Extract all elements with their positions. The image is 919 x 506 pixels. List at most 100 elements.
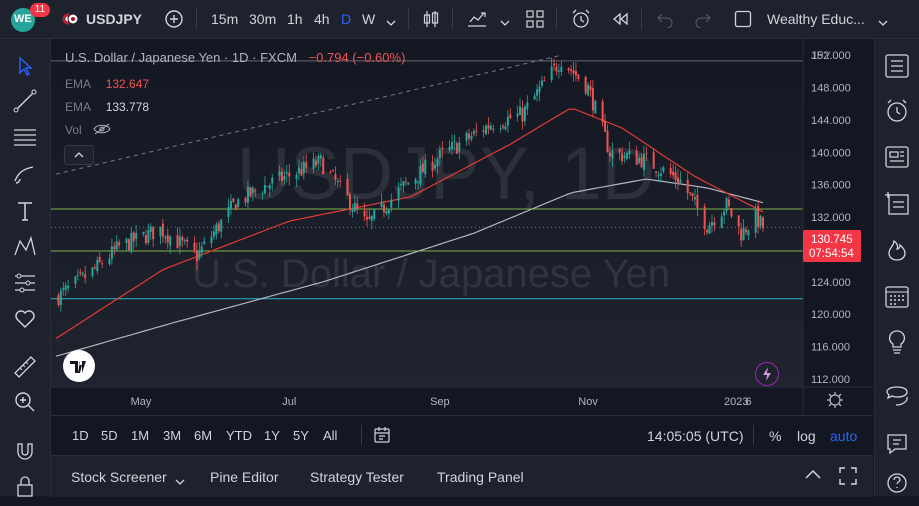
help-icon[interactable]	[882, 468, 912, 498]
layout-name[interactable]: Wealthy Educ...	[767, 11, 865, 27]
legend-collapse-button[interactable]	[64, 145, 94, 165]
streams-icon[interactable]	[882, 429, 912, 459]
brush-icon[interactable]	[10, 159, 40, 189]
ideas-lightbulb-icon[interactable]	[882, 327, 912, 357]
replay-icon[interactable]	[610, 9, 630, 34]
fib-lines-icon[interactable]	[10, 122, 40, 152]
notification-badge[interactable]: 11	[30, 3, 50, 17]
axis-currency[interactable]: JPY	[811, 50, 832, 62]
zoom-in-icon[interactable]	[10, 387, 40, 417]
timeframe-d[interactable]: D	[341, 11, 352, 27]
tab-pine-editor[interactable]: Pine Editor	[210, 469, 279, 485]
tab-stock-screener[interactable]: Stock Screener	[71, 469, 167, 485]
eye-hidden-icon[interactable]	[93, 123, 111, 135]
range-all[interactable]: All	[323, 428, 338, 443]
layout-chevron-down-icon[interactable]	[878, 14, 888, 32]
undo-icon[interactable]	[656, 10, 674, 33]
candle-13	[98, 252, 101, 264]
panel-expand-chevron-up-icon[interactable]	[803, 468, 823, 487]
candle-187	[691, 192, 694, 202]
tab-trading-panel[interactable]: Trading Panel	[437, 469, 524, 485]
symbol-search[interactable]: USDJPY	[86, 11, 143, 27]
percent-scale-toggle[interactable]: %	[769, 428, 782, 444]
candles-icon[interactable]	[421, 9, 441, 34]
lock-drawings-icon[interactable]	[10, 471, 40, 501]
auto-scale-toggle[interactable]: auto	[830, 428, 858, 444]
price-tick-8: 120.000	[811, 309, 851, 321]
range-5d[interactable]: 5D	[101, 428, 118, 443]
ruler-icon[interactable]	[10, 352, 40, 382]
favorites-heart-icon[interactable]	[10, 303, 40, 333]
calendar-icon[interactable]	[882, 281, 912, 311]
flash-purple-button[interactable]	[755, 362, 779, 386]
timeframe-4h[interactable]: 4h	[314, 11, 330, 27]
add-note-icon[interactable]	[882, 188, 912, 218]
screener-chevron-down-icon[interactable]	[175, 473, 185, 491]
range-6m[interactable]: 6M	[194, 428, 213, 443]
timeframe-w[interactable]: W	[362, 11, 376, 27]
compare-add-icon[interactable]	[164, 9, 184, 34]
legend-volume[interactable]: Vol	[65, 123, 111, 137]
range-5y[interactable]: 5Y	[293, 428, 309, 443]
candle-157	[589, 80, 592, 97]
timeframe-15m[interactable]: 15m	[211, 11, 239, 27]
goto-date-calendar-icon[interactable]	[373, 426, 391, 449]
utc-clock[interactable]: 14:05:05 (UTC)	[647, 428, 744, 444]
candle-34	[169, 235, 172, 254]
range-3m[interactable]: 3M	[163, 428, 182, 443]
price-axis-ticks[interactable]: 152.000 148.000 144.000 140.000 136.000 132.0…	[811, 50, 851, 386]
legend-change: −0.794 (−0.60%)	[308, 50, 406, 65]
timeframe-1h[interactable]: 1h	[287, 11, 303, 27]
tradingview-logo-icon[interactable]	[63, 350, 95, 382]
alerts-clock-icon[interactable]	[882, 96, 912, 126]
range-1d[interactable]: 1D	[72, 428, 89, 443]
range-1m[interactable]: 1M	[131, 428, 150, 443]
legend-title[interactable]: U.S. Dollar / Japanese Yen · 1D · FXCM	[65, 50, 297, 65]
legend-ema-slow[interactable]: EMA 133.778	[65, 100, 149, 114]
alert-clock-icon[interactable]	[570, 8, 592, 35]
candle-200	[737, 215, 740, 235]
news-icon[interactable]	[882, 142, 912, 172]
top-toolbar: WE 11 USDJPY 15m 30m 1h 4h D W	[0, 0, 919, 39]
timeframe-chevron-down-icon[interactable]	[386, 14, 396, 32]
candle-71	[297, 159, 300, 181]
magnet-icon[interactable]	[10, 436, 40, 466]
volume-label: Vol	[65, 123, 82, 137]
trend-line-icon[interactable]	[10, 86, 40, 116]
chats-icon[interactable]	[882, 383, 912, 413]
panel-maximize-icon[interactable]	[839, 467, 857, 490]
dashed-trend-line[interactable]	[55, 54, 562, 175]
pattern-icon[interactable]	[10, 232, 40, 262]
chart-pane[interactable]: USDJPY, 1D U.S. Dollar / Japanese Yen JP…	[51, 39, 873, 414]
candle-169	[628, 141, 631, 160]
lightning-icon	[763, 367, 771, 381]
timeframe-30m[interactable]: 30m	[249, 11, 277, 27]
prediction-icon[interactable]	[10, 268, 40, 298]
axis-settings-gear-icon[interactable]	[827, 392, 843, 408]
indicators-icon[interactable]	[466, 9, 488, 34]
ema-slow-line[interactable]	[55, 178, 764, 357]
redo-icon[interactable]	[694, 10, 712, 33]
ema-fast-line[interactable]	[55, 108, 764, 339]
range-1y[interactable]: 1Y	[264, 428, 280, 443]
indicators-chevron-down-icon[interactable]	[500, 14, 510, 32]
price-tick-7: 124.000	[811, 277, 851, 289]
tab-strategy-tester[interactable]: Strategy Tester	[310, 469, 404, 485]
hotlist-flame-icon[interactable]	[882, 234, 912, 264]
candle-21	[127, 237, 130, 252]
candle-150	[567, 67, 570, 74]
candle-103	[404, 176, 407, 186]
candle-120	[465, 131, 468, 146]
legend-ema-fast[interactable]: EMA 132.647	[65, 77, 149, 91]
candle-101	[399, 177, 402, 191]
watchlist-icon[interactable]	[882, 51, 912, 81]
price-chart[interactable]: USDJPY, 1D U.S. Dollar / Japanese Yen JP…	[51, 39, 873, 414]
log-scale-toggle[interactable]: log	[797, 428, 816, 444]
layout-checkbox-icon[interactable]	[734, 10, 752, 33]
candle-15	[108, 253, 111, 267]
range-ytd[interactable]: YTD	[226, 428, 252, 443]
templates-grid-icon[interactable]	[525, 9, 545, 34]
text-tool-icon[interactable]	[10, 196, 40, 226]
cursor-icon[interactable]	[10, 51, 40, 81]
